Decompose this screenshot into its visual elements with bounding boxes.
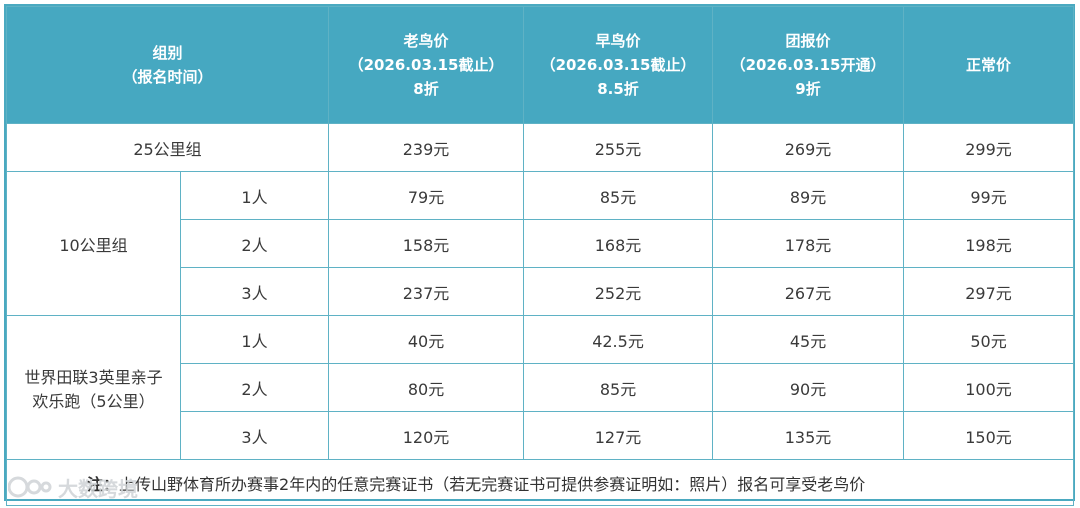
people-cell: 2人 xyxy=(179,363,330,412)
price-cell: 252元 xyxy=(523,267,714,316)
pricing-table: 组别 （报名时间） 老鸟价 （2026.03.15截止） 8折 早鸟价 （202… xyxy=(5,6,1075,506)
table-row-10km-3: 3人 237元 252元 267元 297元 xyxy=(7,267,1075,316)
price-cell: 150元 xyxy=(903,411,1075,460)
price-cell: 50元 xyxy=(903,315,1075,364)
price-cell: 85元 xyxy=(523,363,714,412)
table-row-family-3: 3人 120元 127元 135元 150元 xyxy=(7,411,1075,460)
price-cell: 198元 xyxy=(903,219,1075,268)
price-cell: 99元 xyxy=(903,171,1075,220)
price-cell: 297元 xyxy=(903,267,1075,316)
price-cell: 267元 xyxy=(712,267,905,316)
header-normal-price: 正常价 xyxy=(903,6,1075,124)
price-cell: 90元 xyxy=(712,363,905,412)
header-group-price: 团报价 （2026.03.15开通） 9折 xyxy=(712,6,905,124)
header-group: 组别 （报名时间） xyxy=(5,6,330,124)
note-label: 注： xyxy=(87,474,120,494)
price-cell: 42.5元 xyxy=(523,315,714,364)
price-cell: 299元 xyxy=(903,123,1075,172)
price-cell: 168元 xyxy=(523,219,714,268)
people-cell: 2人 xyxy=(179,219,330,268)
table-row-family-2: 2人 80元 85元 90元 100元 xyxy=(7,363,1075,412)
price-cell: 120元 xyxy=(328,411,525,460)
table-row-family-1: 世界田联3英里亲子 欢乐跑（5公里） 1人 40元 42.5元 45元 50元 xyxy=(6,315,1075,460)
note-row: 注：上传山野体育所办赛事2年内的任意完赛证书（若无完赛证书可提供参赛证明如：照片… xyxy=(5,459,1075,506)
price-cell: 85元 xyxy=(523,171,714,220)
people-cell: 3人 xyxy=(179,267,330,316)
price-cell: 40元 xyxy=(328,315,525,364)
row-label: 25公里组 xyxy=(5,123,330,172)
note-text: 上传山野体育所办赛事2年内的任意完赛证书（若无完赛证书可提供参赛证明如：照片）报… xyxy=(119,474,866,494)
row-label: 10公里组 xyxy=(6,171,181,316)
table-row-10km-1: 10公里组 1人 79元 85元 89元 99元 xyxy=(6,171,1075,316)
price-cell: 79元 xyxy=(328,171,525,220)
pricing-table-container: 组别 （报名时间） 老鸟价 （2026.03.15截止） 8折 早鸟价 （202… xyxy=(4,4,1075,506)
price-cell: 255元 xyxy=(523,123,714,172)
price-cell: 135元 xyxy=(712,411,905,460)
table-row-10km-2: 2人 158元 168元 178元 198元 xyxy=(7,219,1075,268)
header-old-bird-price: 老鸟价 （2026.03.15截止） 8折 xyxy=(328,6,525,124)
table-row-25km: 25公里组 239元 255元 269元 299元 xyxy=(5,123,1075,172)
price-cell: 45元 xyxy=(712,315,905,364)
header-early-bird-price: 早鸟价 （2026.03.15截止） 8.5折 xyxy=(523,6,714,124)
people-cell: 1人 xyxy=(179,171,330,220)
price-cell: 100元 xyxy=(903,363,1075,412)
row-label: 世界田联3英里亲子 欢乐跑（5公里） xyxy=(6,315,181,460)
price-cell: 80元 xyxy=(328,363,525,412)
people-cell: 3人 xyxy=(179,411,330,460)
price-cell: 127元 xyxy=(523,411,714,460)
price-cell: 239元 xyxy=(328,123,525,172)
people-cell: 1人 xyxy=(179,315,330,364)
price-cell: 158元 xyxy=(328,219,525,268)
price-cell: 269元 xyxy=(712,123,905,172)
price-cell: 237元 xyxy=(328,267,525,316)
header-row: 组别 （报名时间） 老鸟价 （2026.03.15截止） 8折 早鸟价 （202… xyxy=(5,6,1075,124)
price-cell: 178元 xyxy=(712,219,905,268)
note-cell: 注：上传山野体育所办赛事2年内的任意完赛证书（若无完赛证书可提供参赛证明如：照片… xyxy=(5,459,1075,506)
price-cell: 89元 xyxy=(712,171,905,220)
